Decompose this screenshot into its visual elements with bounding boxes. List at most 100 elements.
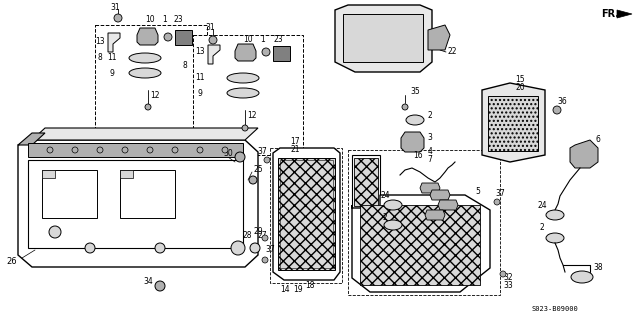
Bar xyxy=(270,148,342,283)
Text: 9: 9 xyxy=(198,88,202,98)
Circle shape xyxy=(172,147,178,153)
Text: 14: 14 xyxy=(280,286,290,294)
Text: 5: 5 xyxy=(476,188,481,197)
Text: 8: 8 xyxy=(182,61,188,70)
Circle shape xyxy=(231,241,245,255)
Text: 11: 11 xyxy=(195,73,205,83)
Text: 25: 25 xyxy=(253,166,263,174)
Text: 28: 28 xyxy=(243,231,252,240)
Text: FR.: FR. xyxy=(601,9,619,19)
Circle shape xyxy=(250,243,260,253)
Circle shape xyxy=(264,157,270,163)
Text: 12: 12 xyxy=(247,110,257,120)
Polygon shape xyxy=(273,148,340,280)
Polygon shape xyxy=(617,10,632,18)
Polygon shape xyxy=(438,200,458,210)
Circle shape xyxy=(97,147,103,153)
Text: 19: 19 xyxy=(293,286,303,294)
Ellipse shape xyxy=(406,115,424,125)
Circle shape xyxy=(209,36,217,44)
Text: 26: 26 xyxy=(6,257,17,266)
Circle shape xyxy=(262,235,268,241)
Text: 37: 37 xyxy=(265,246,275,255)
Text: 23: 23 xyxy=(273,35,283,44)
Text: 6: 6 xyxy=(596,136,600,145)
Circle shape xyxy=(222,147,228,153)
Bar xyxy=(42,170,97,218)
Bar xyxy=(28,143,243,157)
Text: 10: 10 xyxy=(145,16,155,25)
Bar xyxy=(360,205,480,285)
Text: 22: 22 xyxy=(447,48,457,56)
Text: 37: 37 xyxy=(257,147,267,157)
Polygon shape xyxy=(18,133,45,145)
Bar xyxy=(193,35,303,155)
Text: 10: 10 xyxy=(243,35,253,44)
Polygon shape xyxy=(335,5,432,72)
Polygon shape xyxy=(235,44,256,61)
Polygon shape xyxy=(482,83,545,162)
Ellipse shape xyxy=(227,88,259,98)
Ellipse shape xyxy=(546,233,564,243)
Circle shape xyxy=(197,147,203,153)
Text: 4: 4 xyxy=(428,147,433,157)
Bar xyxy=(343,14,423,62)
Text: 8: 8 xyxy=(98,54,102,63)
Text: 13: 13 xyxy=(95,38,105,47)
Text: 34: 34 xyxy=(143,278,153,286)
Text: 24: 24 xyxy=(537,201,547,210)
Circle shape xyxy=(494,199,500,205)
Polygon shape xyxy=(18,140,258,267)
Text: 16: 16 xyxy=(413,151,423,160)
Text: 12: 12 xyxy=(150,91,160,100)
Text: 38: 38 xyxy=(593,263,603,272)
Bar xyxy=(354,158,378,206)
Ellipse shape xyxy=(384,220,402,230)
Text: 24: 24 xyxy=(380,190,390,199)
Text: 36: 36 xyxy=(557,98,567,107)
Text: 7: 7 xyxy=(428,155,433,165)
Circle shape xyxy=(262,257,268,263)
Text: 37: 37 xyxy=(495,189,505,197)
Polygon shape xyxy=(208,45,220,64)
Text: 21: 21 xyxy=(291,145,300,153)
Circle shape xyxy=(262,48,270,56)
Bar xyxy=(280,160,333,268)
Polygon shape xyxy=(430,190,450,200)
Circle shape xyxy=(155,281,165,291)
Bar xyxy=(95,25,207,133)
Circle shape xyxy=(402,104,408,110)
Circle shape xyxy=(145,104,151,110)
Circle shape xyxy=(147,147,153,153)
Text: 3: 3 xyxy=(428,133,433,143)
Text: 1: 1 xyxy=(163,16,168,25)
Polygon shape xyxy=(32,128,258,140)
Circle shape xyxy=(72,147,78,153)
Text: 30: 30 xyxy=(223,150,233,159)
Bar xyxy=(120,170,175,218)
Text: 2: 2 xyxy=(383,213,387,222)
Circle shape xyxy=(249,176,257,184)
Polygon shape xyxy=(108,33,120,52)
Text: S023-B09000: S023-B09000 xyxy=(532,306,579,312)
Text: 35: 35 xyxy=(410,87,420,97)
Text: 20: 20 xyxy=(515,84,525,93)
Bar xyxy=(348,150,500,295)
Circle shape xyxy=(47,147,53,153)
Text: 2: 2 xyxy=(540,224,545,233)
Circle shape xyxy=(122,147,128,153)
Circle shape xyxy=(49,226,61,238)
Polygon shape xyxy=(420,183,440,193)
Text: 18: 18 xyxy=(305,281,315,291)
Text: 31: 31 xyxy=(205,23,215,32)
Polygon shape xyxy=(273,46,290,61)
Bar xyxy=(28,160,243,248)
Ellipse shape xyxy=(571,271,593,283)
Circle shape xyxy=(155,243,165,253)
Text: 23: 23 xyxy=(173,16,183,25)
Text: 11: 11 xyxy=(108,54,116,63)
Bar xyxy=(278,158,335,270)
Polygon shape xyxy=(428,25,450,50)
Ellipse shape xyxy=(129,68,161,78)
Text: 32: 32 xyxy=(503,273,513,283)
